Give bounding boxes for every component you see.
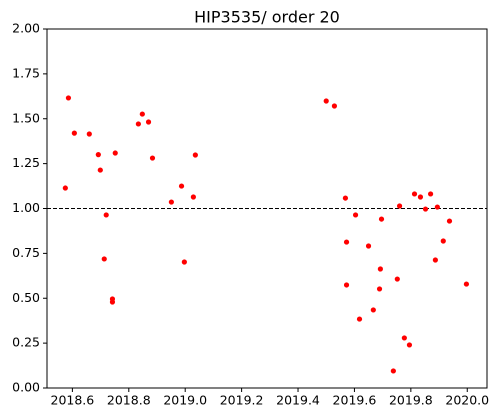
y-tick-label: 2.00 <box>12 21 40 36</box>
point <box>139 111 145 117</box>
point <box>417 194 424 200</box>
point <box>365 243 372 249</box>
point <box>145 119 152 125</box>
point <box>181 259 187 265</box>
point <box>95 152 101 158</box>
point <box>434 204 440 210</box>
point <box>192 152 198 158</box>
point <box>103 212 109 218</box>
y-tick-label: 0.50 <box>12 290 40 305</box>
point <box>71 130 77 136</box>
point <box>432 257 438 263</box>
point <box>65 95 72 101</box>
x-tick-label: 2019.0 <box>163 393 207 408</box>
x-tick-label: 2019.4 <box>276 393 320 408</box>
chart-title: HIP3535/ order 20 <box>194 8 340 27</box>
y-tick-label: 1.50 <box>12 110 40 125</box>
y-tick-label: 1.75 <box>12 65 40 80</box>
point <box>376 286 383 292</box>
x-tick-label: 2019.6 <box>333 393 377 408</box>
point <box>178 183 185 189</box>
point <box>343 239 350 245</box>
point <box>390 368 396 374</box>
point <box>422 206 429 212</box>
x-tick-label: 2020.0 <box>445 393 489 408</box>
point <box>101 256 107 262</box>
x-tick-label: 2019.2 <box>220 393 264 408</box>
point <box>149 155 156 161</box>
x-tick-label: 2018.8 <box>107 393 151 408</box>
point <box>331 103 338 109</box>
y-tick-label: 1.00 <box>12 200 40 215</box>
point <box>135 121 141 127</box>
point <box>352 212 359 218</box>
point <box>168 199 174 205</box>
point <box>370 307 376 313</box>
y-tick-label: 0.25 <box>12 335 40 350</box>
y-tick-label: 0.00 <box>12 380 40 395</box>
point <box>378 216 385 222</box>
point <box>62 185 68 191</box>
point <box>190 194 196 200</box>
point <box>401 335 407 341</box>
point <box>406 342 413 348</box>
point <box>323 98 329 104</box>
point <box>343 282 350 288</box>
point <box>396 203 403 209</box>
point <box>446 218 453 224</box>
x-tick-label: 2019.8 <box>389 393 433 408</box>
point <box>411 191 418 197</box>
point <box>394 276 400 282</box>
point <box>377 266 383 272</box>
point <box>112 150 118 156</box>
point <box>440 238 446 244</box>
point <box>356 316 363 322</box>
point <box>463 281 470 287</box>
point <box>342 195 349 201</box>
point <box>427 191 434 197</box>
y-tick-label: 0.75 <box>12 245 40 260</box>
point <box>109 299 116 305</box>
y-tick-label: 1.25 <box>12 155 40 170</box>
point <box>86 131 92 137</box>
point <box>97 167 103 173</box>
x-tick-label: 2018.6 <box>51 393 95 408</box>
